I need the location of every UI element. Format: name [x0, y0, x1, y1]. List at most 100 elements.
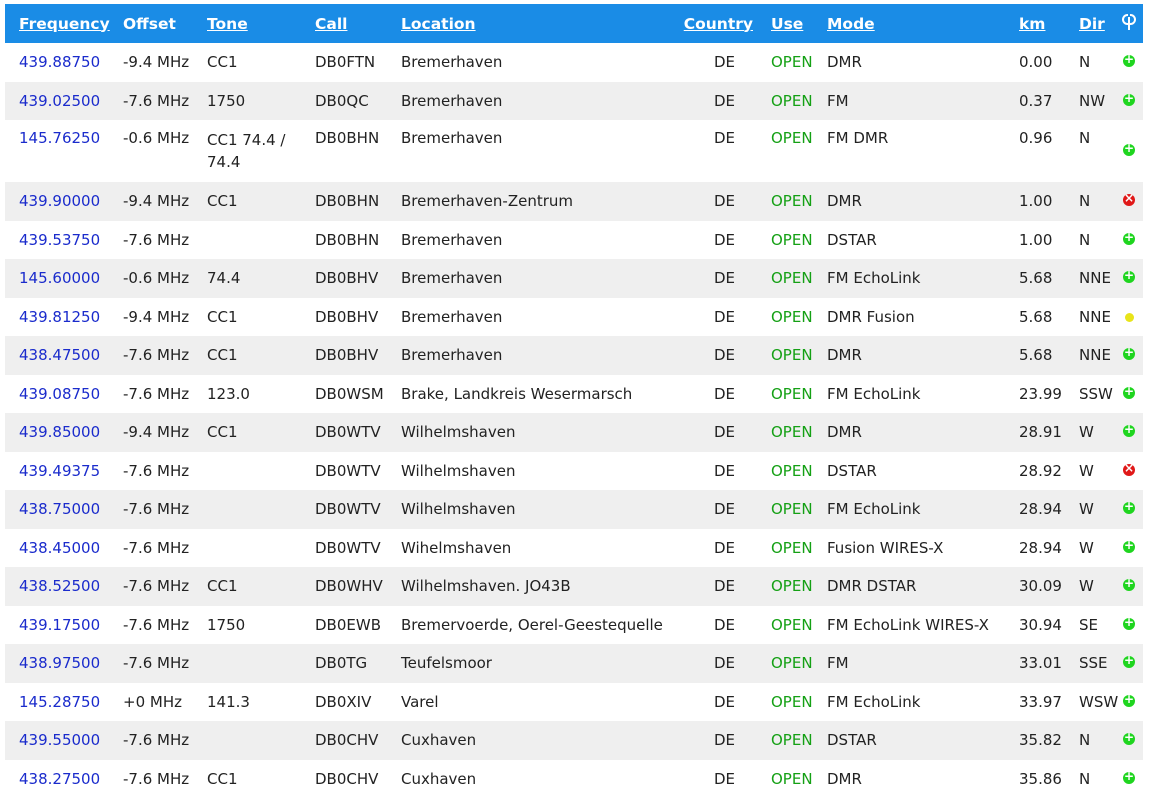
frequency-link[interactable]: 145.76250: [19, 129, 101, 147]
status-online-icon[interactable]: [1123, 692, 1135, 707]
mode-cell: Fusion WIRES-X: [827, 538, 944, 557]
table-header-row: Frequency Offset Tone Call Location Coun…: [5, 4, 1143, 43]
table-row[interactable]: 439.55000 -7.6 MHz DB0CHV Cuxhaven DE OPEN DST…: [5, 721, 1143, 760]
frequency-cell: 145.60000: [5, 259, 109, 298]
column-header-use[interactable]: Use: [771, 14, 804, 33]
status-down-icon[interactable]: [1123, 461, 1135, 476]
tone-cell: [193, 529, 301, 568]
mode-cell: FM EchoLink: [827, 692, 921, 711]
frequency-link[interactable]: 438.47500: [19, 346, 101, 365]
frequency-link[interactable]: 439.49375: [19, 461, 101, 480]
use-cell: OPEN: [771, 615, 813, 634]
column-header-status[interactable]: [1115, 4, 1143, 43]
status-online-icon[interactable]: [1123, 653, 1135, 669]
status-online-icon[interactable]: [1123, 769, 1135, 784]
table-row[interactable]: 438.52500 -7.6 MHz CC1 DB0WHV Wilhelmshaven.…: [5, 567, 1143, 606]
call-cell: DB0WSM: [315, 384, 384, 403]
column-header-tone[interactable]: Tone: [207, 14, 248, 33]
frequency-link[interactable]: 438.45000: [19, 538, 101, 557]
table-row[interactable]: 439.17500 -7.6 MHz 1750 DB0EWB Bremervoerde,…: [5, 605, 1143, 645]
table-row[interactable]: 438.75000 -7.6 MHz DB0WTV Wilhelmshaven DE OP…: [5, 490, 1143, 529]
table-row[interactable]: 438.45000 -7.6 MHz DB0WTV Wihelmshaven DE OPE…: [5, 528, 1143, 568]
tone-cell: [193, 452, 301, 491]
location-cell: Cuxhaven: [401, 731, 477, 750]
column-header-km[interactable]: km: [1019, 14, 1046, 33]
mode-cell: DMR: [827, 769, 862, 788]
status-online-icon[interactable]: [1123, 230, 1135, 245]
table-row[interactable]: 439.88750 -9.4 MHz CC1 DB0FTN Bremerhaven DE O…: [5, 43, 1143, 82]
status-online-icon[interactable]: [1123, 141, 1135, 156]
table-row[interactable]: 439.81250 -9.4 MHz CC1 DB0BHV Bremerhaven DE O…: [5, 297, 1143, 337]
status-online-icon[interactable]: [1123, 345, 1135, 361]
frequency-link[interactable]: 439.81250: [19, 307, 101, 326]
status-cell: [1115, 298, 1143, 337]
frequency-link[interactable]: 438.27500: [19, 769, 101, 788]
frequency-link[interactable]: 439.53750: [19, 230, 101, 249]
use-cell: OPEN: [771, 230, 813, 249]
table-row[interactable]: 439.08750 -7.6 MHz 123.0 DB0WSM Brake, Landk…: [5, 374, 1143, 413]
frequency-link[interactable]: 439.08750: [19, 384, 101, 403]
table-row[interactable]: 145.60000 -0.6 MHz 74.4 DB0BHV Bremerhaven DE…: [5, 259, 1143, 298]
frequency-link[interactable]: 439.85000: [19, 423, 101, 442]
use-cell: OPEN: [771, 461, 813, 480]
frequency-link[interactable]: 439.88750: [19, 53, 101, 72]
frequency-link[interactable]: 439.17500: [19, 615, 101, 634]
table-row[interactable]: 438.27500 -7.6 MHz CC1 DB0CHV Cuxhaven DE OPEN…: [5, 759, 1143, 798]
dir-cell: W: [1079, 538, 1094, 557]
offset-cell: -7.6 MHz: [123, 538, 190, 557]
use-cell: OPEN: [771, 91, 813, 110]
table-row[interactable]: 439.90000 -9.4 MHz CC1 DB0BHN Bremerhaven-Ze…: [5, 182, 1143, 221]
status-cell: [1115, 43, 1143, 82]
table-row[interactable]: 439.02500 -7.6 MHz 1750 DB0QC Bremerhaven DE O…: [5, 81, 1143, 120]
table-row[interactable]: 438.97500 -7.6 MHz DB0TG Teufelsmoor DE OPEN F…: [5, 644, 1143, 683]
tone-cell: 1750: [207, 615, 246, 634]
column-header-country[interactable]: Country: [683, 14, 753, 33]
status-down-icon[interactable]: [1123, 191, 1135, 207]
table-row[interactable]: 438.47500 -7.6 MHz CC1 DB0BHV Bremerhaven DE O…: [5, 336, 1143, 375]
offset-cell: -7.6 MHz: [123, 346, 190, 365]
tone-cell: CC1: [207, 769, 238, 788]
offset-cell: +0 MHz: [123, 692, 182, 711]
dir-cell: N: [1079, 192, 1091, 211]
frequency-link[interactable]: 438.52500: [19, 577, 101, 596]
status-online-icon[interactable]: [1123, 576, 1135, 592]
status-online-icon[interactable]: [1123, 268, 1135, 284]
frequency-link[interactable]: 439.02500: [19, 91, 101, 110]
status-online-icon[interactable]: [1123, 730, 1135, 746]
table-row[interactable]: 439.85000 -9.4 MHz CC1 DB0WTV Wilhelmshaven D…: [5, 413, 1143, 452]
frequency-link[interactable]: 439.90000: [19, 192, 101, 211]
table-row[interactable]: 439.49375 -7.6 MHz DB0WTV Wilhelmshaven DE OP…: [5, 451, 1143, 491]
status-cell: [1115, 529, 1143, 568]
status-warning-icon[interactable]: [1124, 312, 1134, 322]
dir-cell: W: [1079, 500, 1094, 519]
frequency-cell: 438.52500: [5, 567, 109, 606]
column-header-location[interactable]: Location: [401, 14, 476, 33]
frequency-cell: 438.97500: [5, 644, 109, 683]
km-cell: 35.82: [1019, 731, 1062, 750]
country-cell: DE: [713, 577, 735, 596]
tone-cell: [193, 644, 301, 683]
column-header-frequency[interactable]: Frequency: [19, 14, 110, 33]
table-row[interactable]: 439.53750 -7.6 MHz DB0BHN Bremerhaven DE OPEN…: [5, 220, 1143, 259]
status-online-icon[interactable]: [1123, 422, 1135, 438]
status-online-icon[interactable]: [1123, 384, 1135, 399]
status-online-icon[interactable]: [1123, 52, 1135, 68]
status-online-icon[interactable]: [1123, 538, 1135, 553]
use-cell: OPEN: [771, 769, 813, 788]
location-cell: Wilhelmshaven: [401, 423, 516, 442]
table-row[interactable]: 145.28750 +0 MHz 141.3 DB0XIV Varel DE OPEN FM …: [5, 682, 1143, 721]
table-row[interactable]: 145.76250 -0.6 MHz CC1 74.4 / 74.4 DB0BHN Br…: [5, 120, 1143, 182]
status-online-icon[interactable]: [1123, 91, 1135, 106]
frequency-link[interactable]: 439.55000: [19, 731, 101, 750]
frequency-link[interactable]: 438.97500: [19, 654, 101, 673]
frequency-link[interactable]: 145.60000: [19, 269, 101, 288]
status-online-icon[interactable]: [1123, 615, 1135, 630]
column-header-mode[interactable]: Mode: [827, 14, 875, 33]
offset-cell: -7.6 MHz: [123, 230, 190, 249]
status-online-icon[interactable]: [1123, 499, 1135, 515]
column-header-dir[interactable]: Dir: [1079, 14, 1105, 33]
frequency-link[interactable]: 145.28750: [19, 692, 101, 711]
column-header-call[interactable]: Call: [315, 14, 348, 33]
frequency-cell: 439.17500: [5, 606, 109, 645]
frequency-link[interactable]: 438.75000: [19, 500, 101, 519]
